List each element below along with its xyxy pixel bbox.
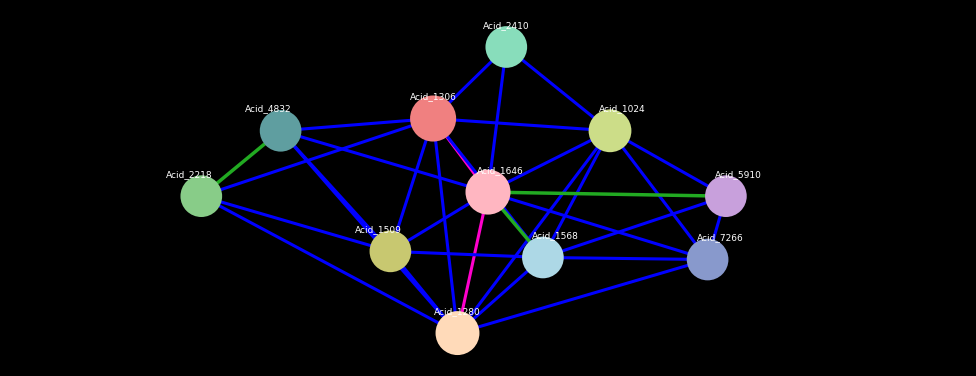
Point (426, 115, 441, 121)
Point (383, 248, 398, 254)
Point (193, 193, 209, 199)
Text: Acid_2218: Acid_2218 (166, 170, 213, 179)
Point (718, 193, 734, 199)
Text: Acid_4832: Acid_4832 (245, 105, 292, 114)
Point (700, 256, 715, 262)
Text: Acid_5910: Acid_5910 (714, 170, 761, 179)
Text: Acid_1646: Acid_1646 (477, 166, 523, 175)
Text: Acid_2410: Acid_2410 (483, 21, 530, 30)
Point (480, 189, 496, 195)
Point (450, 330, 466, 336)
Point (602, 128, 618, 134)
Point (499, 44, 514, 50)
Text: Acid_1024: Acid_1024 (599, 105, 645, 114)
Text: Acid_1509: Acid_1509 (354, 225, 402, 234)
Text: Acid_1280: Acid_1280 (434, 307, 481, 316)
Text: Acid_1568: Acid_1568 (532, 231, 579, 240)
Point (535, 255, 550, 261)
Text: Acid_7266: Acid_7266 (697, 233, 743, 243)
Point (273, 128, 289, 134)
Text: Acid_1306: Acid_1306 (410, 92, 457, 102)
